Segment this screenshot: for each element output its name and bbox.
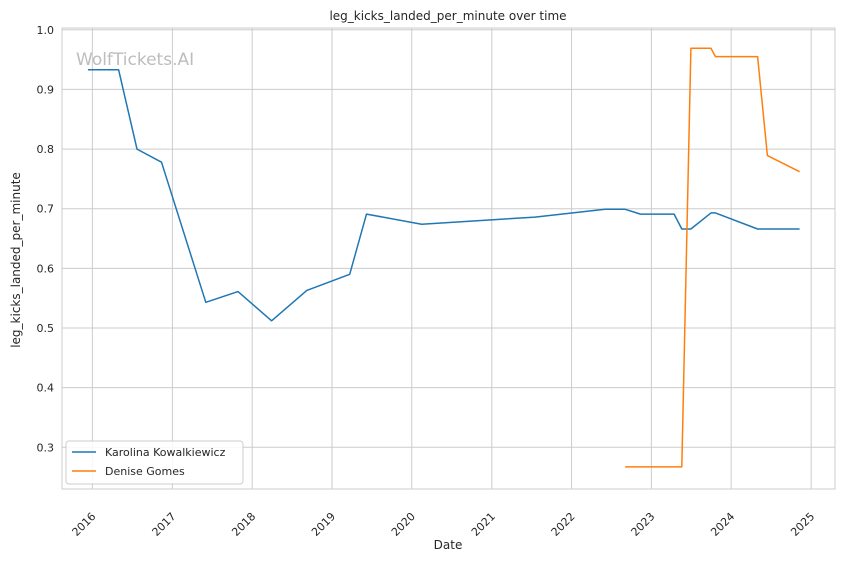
x-axis-label: Date <box>434 538 463 552</box>
y-tick-label: 0.4 <box>37 382 55 395</box>
y-axis-ticks: 0.3 0.4 0.5 0.6 0.7 0.8 0.9 1.0 <box>37 24 55 454</box>
y-tick-label: 0.9 <box>37 83 55 96</box>
legend: Karolina Kowalkiewicz Denise Gomes <box>65 440 244 485</box>
series-layer <box>88 47 800 468</box>
legend-box <box>65 440 244 485</box>
legend-label-karolina: Karolina Kowalkiewicz <box>105 446 226 459</box>
legend-label-denise: Denise Gomes <box>105 465 185 478</box>
y-tick-label: 1.0 <box>37 24 55 37</box>
grid <box>62 28 835 489</box>
y-tick-label: 0.7 <box>37 203 55 216</box>
y-axis-label: leg_kicks_landed_per_minute <box>9 172 23 348</box>
y-tick-label: 0.6 <box>37 262 55 275</box>
plot-area <box>62 28 835 489</box>
series-line-denise <box>625 47 800 468</box>
series-line-karolina <box>88 68 800 322</box>
y-tick-label: 0.8 <box>37 143 55 156</box>
watermark: WolfTickets.AI <box>76 50 194 70</box>
y-tick-label: 0.3 <box>37 441 55 454</box>
plot-frame <box>61 27 836 490</box>
chart-title: leg_kicks_landed_per_minute over time <box>329 9 566 23</box>
y-tick-label: 0.5 <box>37 322 55 335</box>
